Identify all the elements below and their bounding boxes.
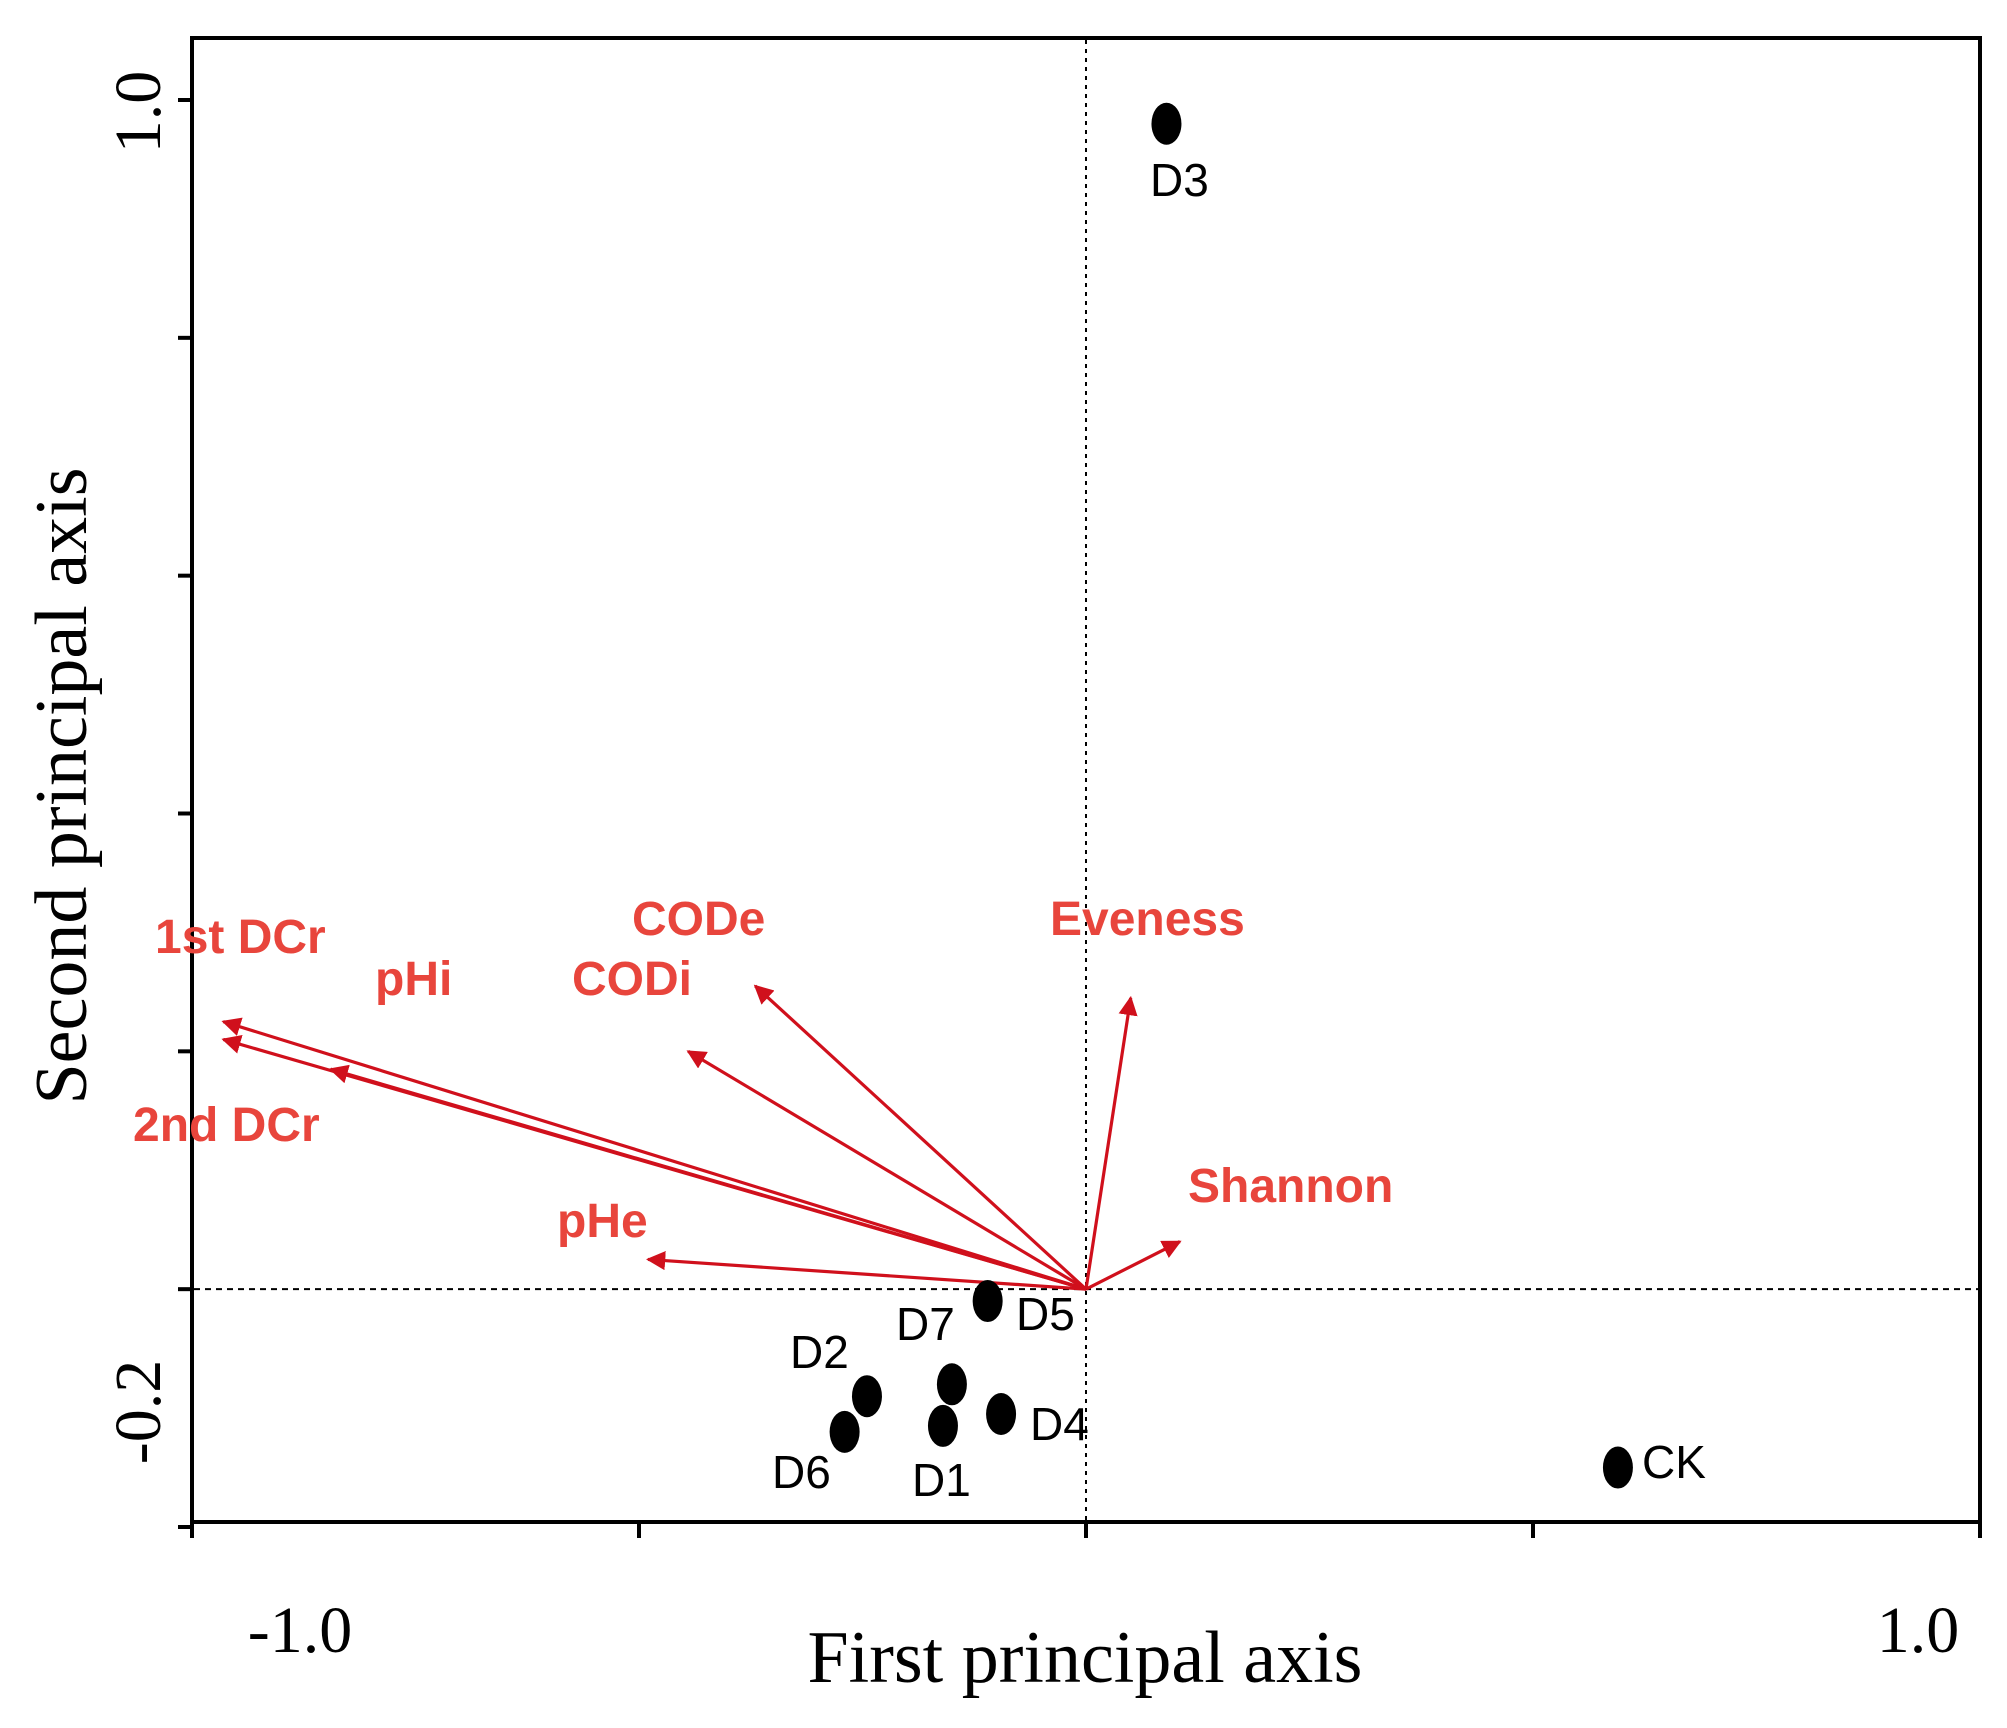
point-label: D4	[1030, 1398, 1089, 1450]
vector-label: Shannon	[1188, 1160, 1393, 1213]
y-tick-label-min: -0.2	[102, 1360, 175, 1464]
vector-codi	[686, 1049, 1087, 1291]
vector-phi	[328, 1064, 1087, 1291]
point-d1	[927, 1404, 958, 1447]
point-ck	[1602, 1446, 1633, 1489]
point-d4	[986, 1393, 1017, 1436]
vector-label: CODi	[572, 953, 692, 1006]
point-d6	[829, 1410, 860, 1453]
vector-1st-dcr	[221, 1017, 1087, 1291]
point-label: CK	[1642, 1436, 1706, 1488]
point-label: D1	[912, 1454, 971, 1506]
vector-eveness	[1084, 995, 1138, 1290]
point-d5	[972, 1280, 1003, 1323]
point-label: D7	[896, 1298, 955, 1350]
point-d2	[851, 1375, 882, 1418]
y-axis-title: Second principal axis	[21, 467, 103, 1104]
axis-ticks	[178, 98, 1982, 1538]
vector-label: 1st DCr	[155, 911, 326, 964]
point-d7	[936, 1363, 967, 1406]
point-label: D2	[790, 1326, 849, 1378]
vector-label: pHi	[375, 953, 452, 1006]
vector-label: 2nd DCr	[133, 1099, 320, 1152]
vector-code	[753, 984, 1088, 1291]
vector-shannon	[1085, 1240, 1182, 1291]
point-label: D6	[772, 1446, 831, 1498]
point-label: D5	[1016, 1288, 1075, 1340]
sample-points: D3 D5 D7 D2 D4 D1 D6 CK	[772, 102, 1706, 1506]
point-label: D3	[1150, 154, 1209, 206]
x-tick-label-min: -1.0	[248, 1594, 352, 1667]
vector-label: CODe	[632, 893, 765, 946]
y-tick-label-max: 1.0	[102, 71, 175, 154]
loading-vectors: 1st DCr 2nd DCr pHi CODe CODi Eveness Shannon p…	[133, 893, 1393, 1291]
x-tick-label-max: 1.0	[1877, 1594, 1960, 1667]
vector-phe	[646, 1251, 1087, 1291]
vector-label: Eveness	[1050, 893, 1245, 946]
point-d3	[1151, 102, 1182, 145]
x-axis-title: First principal axis	[808, 1617, 1363, 1699]
vector-label: pHe	[557, 1195, 648, 1248]
